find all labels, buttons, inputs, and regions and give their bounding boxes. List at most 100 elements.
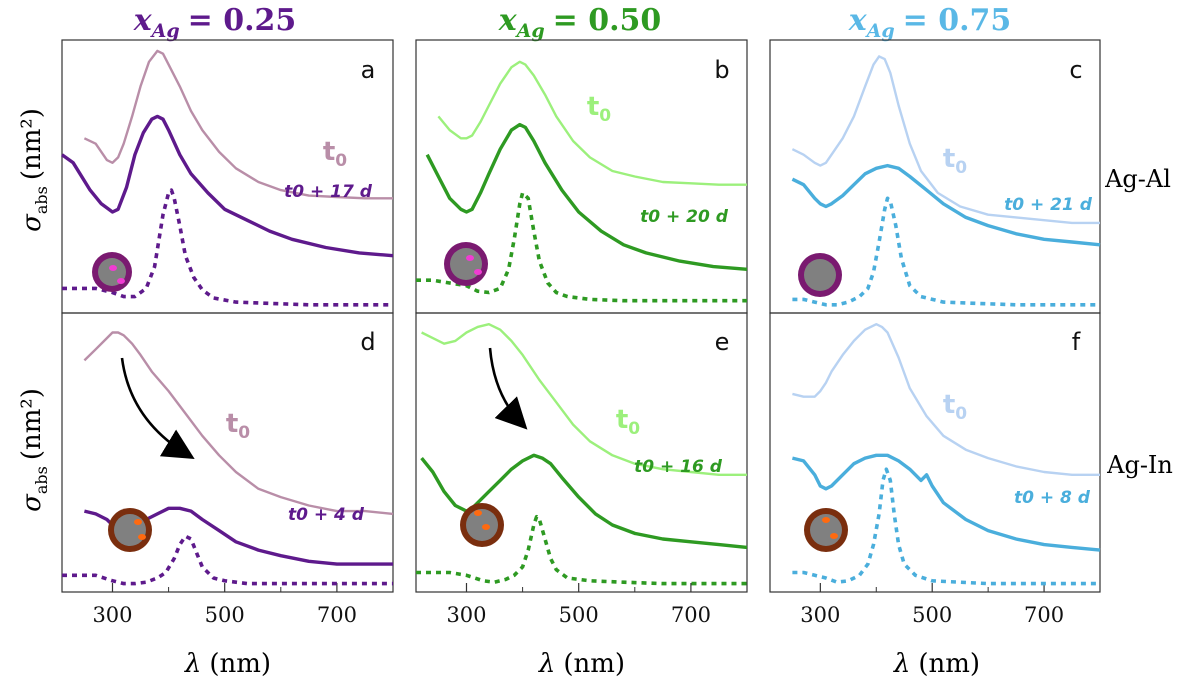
t0-label-main: t xyxy=(587,92,599,122)
t0-label-sub: 0 xyxy=(335,151,347,171)
series-line-d-t0 xyxy=(83,331,394,516)
y-label-sub: abs xyxy=(32,186,51,214)
series-line-e-simulation xyxy=(416,514,747,586)
panel-letter-b: b xyxy=(714,56,729,84)
series-line-f-aged xyxy=(791,453,1101,552)
aged-label-f: t0 + 8 d xyxy=(1014,488,1091,508)
series-line-c-aged xyxy=(791,163,1101,247)
x-axis-label-2: λ (nm) xyxy=(893,649,980,679)
col-header-sub-2: Ag xyxy=(865,20,895,42)
x-axis-label-1: λ (nm) xyxy=(538,649,625,679)
nanoparticle-icon-e xyxy=(460,503,504,547)
particle-inclusion-1 xyxy=(138,534,146,540)
series-line-b-t0 xyxy=(437,60,747,186)
panel-frame-e xyxy=(415,312,748,593)
x-label-symbol: λ xyxy=(893,649,910,679)
x-tick-label-700: 700 xyxy=(1024,603,1064,627)
t0-label-a: t0 xyxy=(323,137,347,171)
t0-label-main: t xyxy=(226,409,238,439)
series-line-f-simulation xyxy=(792,467,1100,586)
particle-inclusion-1 xyxy=(117,278,125,284)
nanoparticle-icon-f xyxy=(804,508,848,552)
x-tick-label-500: 500 xyxy=(559,603,599,627)
nanoparticle-icon-c xyxy=(798,253,842,297)
column-header-0: xAg = 0.25 xyxy=(133,3,297,42)
x-tick-label-500: 500 xyxy=(205,603,245,627)
series-line-b-simulation xyxy=(416,191,747,303)
t0-label-d: t0 xyxy=(226,409,250,443)
nanoparticle-icon-d xyxy=(108,508,152,552)
row-label-ag-al: Ag-Al xyxy=(1104,165,1171,193)
y-label-symbol: σ xyxy=(17,213,47,232)
panel-frame-d xyxy=(61,312,394,593)
panel-frame-f xyxy=(769,312,1101,593)
x-label-symbol: λ xyxy=(538,649,555,679)
particle-core xyxy=(114,514,146,546)
y-label-unit: (nm²) xyxy=(17,388,47,460)
panel-letter-c: c xyxy=(1069,56,1082,84)
t0-label-b: t0 xyxy=(587,92,611,126)
t0-label-sub: 0 xyxy=(238,423,250,443)
series-line-e-aged xyxy=(420,453,748,550)
aged-label-a: t0 + 17 d xyxy=(284,182,373,202)
particle-inclusion-1 xyxy=(474,269,482,275)
col-header-value-1: = 0.50 xyxy=(553,3,662,38)
nanoparticle-icon-a xyxy=(92,252,132,292)
y-label-sub: abs xyxy=(32,466,51,494)
particle-core xyxy=(450,248,482,280)
col-header-value-2: = 0.75 xyxy=(903,3,1012,38)
panel-d: 300 500 700 d t0 t0 + 4 d xyxy=(61,312,394,627)
col-header-sub-0: Ag xyxy=(150,20,180,42)
column-header-1: xAg = 0.50 xyxy=(498,3,662,42)
t0-label-main: t xyxy=(943,144,955,174)
col-header-symbol-2: x xyxy=(848,3,868,38)
t0-label-sub: 0 xyxy=(955,158,967,178)
aging-arrow-d xyxy=(120,357,195,460)
x-axis-label-0: λ (nm) xyxy=(184,649,271,679)
col-header-value-0: = 0.25 xyxy=(188,3,297,38)
panel-a: a t0 t0 + 17 d xyxy=(61,39,394,314)
panel-letter-f: f xyxy=(1072,328,1081,356)
aging-arrow-e xyxy=(488,347,528,430)
particle-inclusion-0 xyxy=(134,519,142,525)
series-line-c-t0 xyxy=(791,55,1100,225)
panel-letter-e: e xyxy=(715,328,730,356)
particle-inclusion-0 xyxy=(822,517,830,523)
series-line-b-aged xyxy=(425,122,748,271)
particle-inclusion-0 xyxy=(466,255,474,261)
col-header-symbol-1: x xyxy=(498,3,518,38)
t0-label-main: t xyxy=(323,137,335,167)
x-label-unit: (nm) xyxy=(563,649,625,679)
particle-inclusion-1 xyxy=(830,533,838,539)
series-line-a-t0 xyxy=(83,49,393,200)
t0-label-e: t0 xyxy=(616,405,640,439)
particle-inclusion-0 xyxy=(474,510,482,516)
series-line-d-simulation xyxy=(62,534,393,586)
row-label-ag-in: Ag-In xyxy=(1106,451,1173,479)
column-header-2: xAg = 0.75 xyxy=(848,3,1012,42)
x-label-symbol: λ xyxy=(184,649,201,679)
series-line-a-simulation xyxy=(62,188,393,307)
x-tick-label-300: 300 xyxy=(446,603,486,627)
col-header-symbol-0: x xyxy=(133,3,153,38)
t0-label-c: t0 xyxy=(943,144,967,178)
x-tick-label-300: 300 xyxy=(800,603,840,627)
t0-label-sub: 0 xyxy=(955,404,967,424)
nanoparticle-icon-b xyxy=(444,242,488,286)
aged-label-e: t0 + 16 d xyxy=(634,457,723,477)
series-line-a-aged xyxy=(61,114,394,258)
x-tick-label-700: 700 xyxy=(671,603,711,627)
panel-f: 300 500 700 f t0 t0 + 8 d xyxy=(769,312,1101,627)
series-line-f-t0 xyxy=(792,323,1100,476)
y-label-symbol: σ xyxy=(17,493,47,512)
panel-e: 300 500 700 e t0 t0 + 16 d xyxy=(415,312,748,627)
t0-label-sub: 0 xyxy=(628,419,640,439)
aged-label-b: t0 + 20 d xyxy=(640,207,729,227)
x-label-unit: (nm) xyxy=(209,649,271,679)
col-header-sub-1: Ag xyxy=(515,20,545,42)
particle-inclusion-0 xyxy=(109,265,117,271)
panel-b: b t0 t0 + 20 d xyxy=(415,39,748,314)
particle-core xyxy=(466,509,498,541)
